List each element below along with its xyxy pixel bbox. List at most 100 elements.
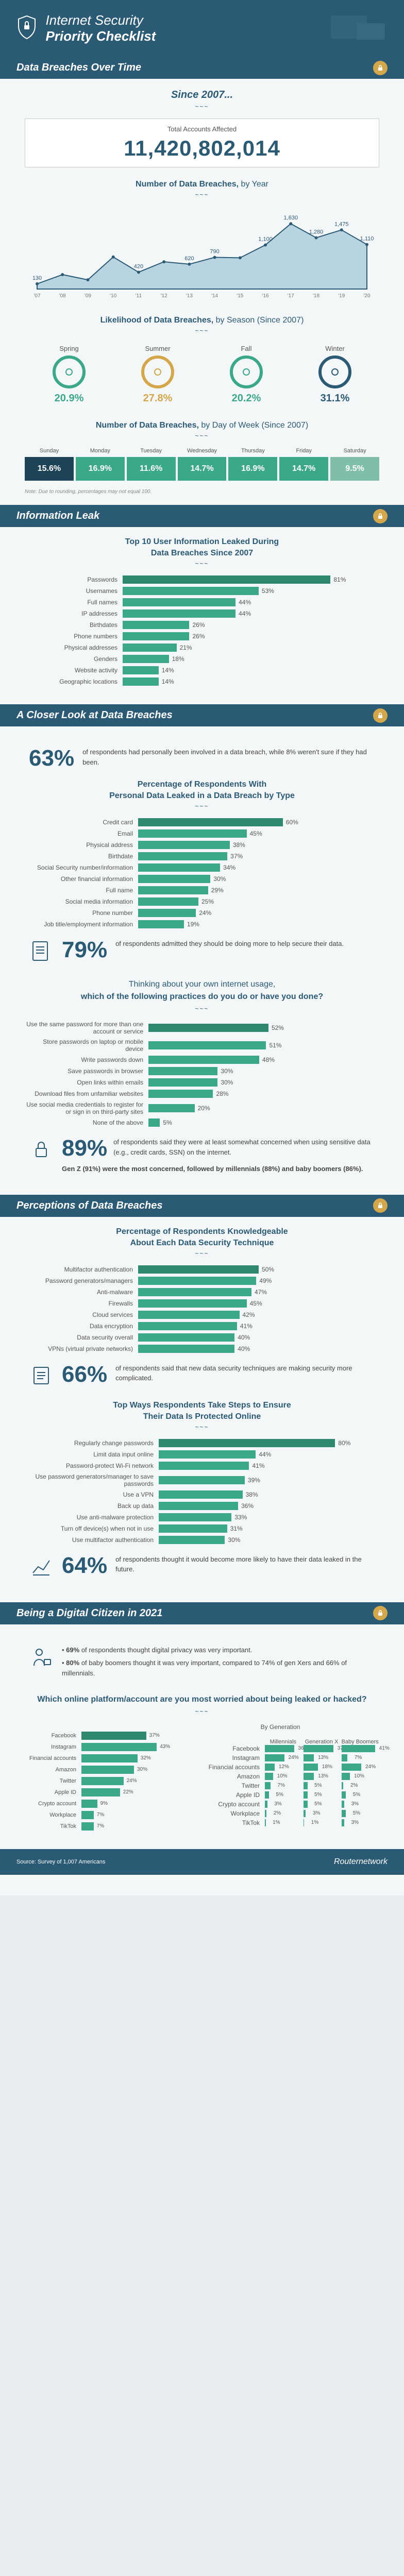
svg-text:'16: '16 [262, 293, 269, 299]
notes-icon [29, 1363, 54, 1391]
bar-row: Regularly change passwords80% [25, 1439, 379, 1447]
season-fall: Fall20.2% [230, 345, 263, 404]
since-label: Since 2007... [25, 89, 379, 101]
stat-79: 79% of respondents admitted they should … [25, 939, 379, 966]
think-bars: Use the same password for more than one … [25, 1021, 379, 1127]
divider: ~~~ [25, 1005, 379, 1012]
divider: ~~~ [25, 560, 379, 567]
tech-title2: About Each Data Security Technique [25, 1239, 379, 1248]
bar-row: Credit card60% [25, 818, 379, 826]
divider: ~~~ [25, 803, 379, 810]
bar-row: Use multifactor authentication30% [25, 1536, 379, 1544]
svg-text:620: 620 [184, 256, 194, 262]
bar-row: Firewalls45% [25, 1299, 379, 1308]
gen-table: MillennialsGeneration XBaby BoomersFaceb… [181, 1739, 379, 1826]
stat-text: of respondents said they were at least s… [113, 1137, 375, 1157]
bar-row: Website activity14% [25, 666, 379, 674]
section-title: Being a Digital Citizen in 2021 [16, 1607, 162, 1619]
leak-chart-title: Top 10 User Information Leaked During [25, 537, 379, 547]
total-accounts-box: Total Accounts Affected 11,420,802,014 [25, 118, 379, 167]
stat-pct: 66% [62, 1363, 107, 1386]
stat-66: 66% of respondents said that new data se… [25, 1363, 379, 1391]
section-title: Information Leak [16, 510, 99, 521]
bar-row: Facebook37% [25, 1732, 169, 1740]
bar-row: Password generators/managers49% [25, 1277, 379, 1285]
bar-row: Workplace7% [25, 1811, 169, 1819]
bar-row: Use the same password for more than one … [25, 1021, 379, 1035]
gen-row: Crypto account3%5%3% [181, 1801, 379, 1808]
bar-row: Turn off device(s) when not in use31% [25, 1524, 379, 1533]
bar-row: VPNs (virtual private networks)40% [25, 1345, 379, 1353]
dow-sunday: Sunday15.6% [25, 448, 74, 481]
bar-row: Save passwords in browser30% [25, 1067, 379, 1075]
gen-row: TikTok1%1%3% [181, 1819, 379, 1826]
svg-text:'13: '13 [186, 293, 193, 299]
section-title: Data Breaches Over Time [16, 62, 141, 73]
steps-bars: Regularly change passwords80% Limit data … [25, 1439, 379, 1544]
svg-text:1,100: 1,100 [258, 236, 273, 242]
bar-row: Birthdate37% [25, 852, 379, 860]
platform-title: Which online platform/account are you mo… [25, 1693, 379, 1706]
stat-pct: 64% [62, 1554, 107, 1577]
leak-chart-title2: Data Breaches Since 2007 [25, 549, 379, 558]
bar-row: Usernames53% [25, 587, 379, 595]
bar-row: Other financial information30% [25, 875, 379, 883]
dow-friday: Friday14.7% [279, 448, 328, 481]
bullets-block: • 69% of respondents thought digital pri… [25, 1645, 379, 1682]
bar-row: Full name29% [25, 886, 379, 894]
dow-tuesday: Tuesday11.6% [127, 448, 176, 481]
svg-text:'15: '15 [237, 293, 243, 299]
header-title-1: Internet Security [45, 12, 156, 28]
section-title: A Closer Look at Data Breaches [16, 709, 173, 721]
footer-source: Source: Survey of 1,007 Americans [16, 1859, 105, 1865]
section-title: Perceptions of Data Breaches [16, 1200, 162, 1211]
bar-row: Birthdates26% [25, 621, 379, 629]
overall-bars: Facebook37%Instagram43%Financial account… [25, 1732, 169, 1831]
yearly-chart-title: Number of Data Breaches, by Year [25, 180, 379, 189]
bar-row: Social media information25% [25, 897, 379, 906]
leak-bars: Passwords81%Usernames53%Full names44%IP … [25, 575, 379, 686]
gen-caption: By Generation [181, 1723, 379, 1731]
bar-row: Use password generators/manager to save … [25, 1473, 379, 1487]
type-title: Percentage of Respondents With [25, 780, 379, 789]
section-bar-breaches: Data Breaches Over Time [0, 57, 404, 79]
tech-title: Percentage of Respondents Knowledgeable [25, 1227, 379, 1236]
svg-text:1,475: 1,475 [334, 221, 349, 227]
bar-row: Multifactor authentication50% [25, 1265, 379, 1274]
bar-row: Phone number24% [25, 909, 379, 917]
svg-text:'12: '12 [161, 293, 167, 299]
divider: ~~~ [25, 103, 379, 110]
type-title2: Personal Data Leaked in a Data Breach by… [25, 791, 379, 801]
gen-row: Instagram24%13%7% [181, 1754, 379, 1761]
dow-thursday: Thursday16.9% [228, 448, 277, 481]
svg-text:'08: '08 [59, 293, 66, 299]
svg-text:'17: '17 [288, 293, 294, 299]
bar-row: Amazon30% [25, 1766, 169, 1774]
divider: ~~~ [25, 1250, 379, 1257]
bar-row: TikTok7% [25, 1822, 169, 1831]
bar-row: Use social media credentials to register… [25, 1101, 379, 1115]
bar-row: Physical addresses21% [25, 643, 379, 652]
shield-icon [16, 15, 37, 42]
svg-text:790: 790 [210, 249, 219, 255]
svg-text:420: 420 [134, 263, 143, 269]
bar-row: Limit data input online44% [25, 1450, 379, 1459]
season-row: Spring20.9%Summer27.8%Fall20.2%Winter31.… [25, 345, 379, 404]
bar-row: Data security overall40% [25, 1333, 379, 1342]
svg-text:'09: '09 [85, 293, 91, 299]
bar-row: Write passwords down48% [25, 1056, 379, 1064]
section-bar-closer-look: A Closer Look at Data Breaches [0, 704, 404, 726]
bar-row: Use a VPN38% [25, 1490, 379, 1499]
section-bar-digital-citizen: Being a Digital Citizen in 2021 [0, 1602, 404, 1624]
bar-row: Physical address38% [25, 841, 379, 849]
svg-text:1,280: 1,280 [309, 229, 324, 235]
platform-charts: Facebook37%Instagram43%Financial account… [25, 1723, 379, 1839]
gen-row: Facebook36%37%41% [181, 1745, 379, 1752]
bar-row: Passwords81% [25, 575, 379, 584]
total-label: Total Accounts Affected [31, 125, 373, 133]
steps-title2: Their Data Is Protected Online [25, 1412, 379, 1421]
bar-row: Open links within emails30% [25, 1078, 379, 1087]
stat-pct: 79% [62, 939, 107, 961]
svg-text:1,110: 1,110 [360, 236, 374, 242]
header: Internet Security Priority Checklist [0, 0, 404, 57]
